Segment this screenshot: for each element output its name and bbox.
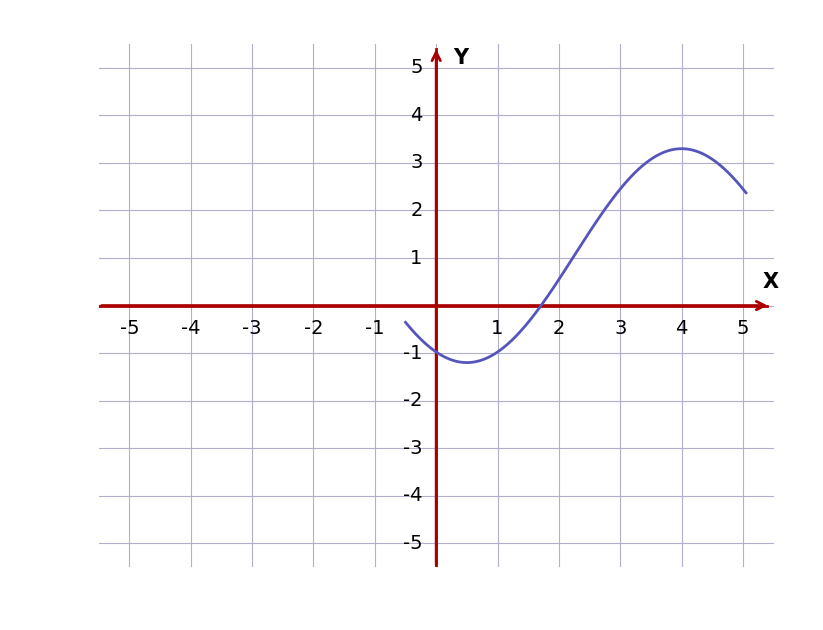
Text: 3: 3	[411, 154, 423, 173]
Text: -4: -4	[181, 319, 201, 338]
Text: 5: 5	[410, 59, 423, 77]
Text: 5: 5	[737, 319, 749, 338]
Text: 1: 1	[491, 319, 504, 338]
Text: -1: -1	[403, 343, 423, 363]
Text: -5: -5	[119, 319, 139, 338]
Text: X: X	[762, 272, 779, 292]
Text: 2: 2	[553, 319, 565, 338]
Text: -2: -2	[403, 391, 423, 410]
Text: -4: -4	[403, 486, 423, 505]
Text: 4: 4	[411, 106, 423, 125]
Text: 3: 3	[614, 319, 626, 338]
Text: Y: Y	[453, 48, 468, 68]
Text: -3: -3	[243, 319, 262, 338]
Text: 4: 4	[676, 319, 688, 338]
Text: -3: -3	[403, 438, 423, 457]
Text: -2: -2	[304, 319, 323, 338]
Text: -5: -5	[403, 534, 423, 553]
Text: 1: 1	[411, 248, 423, 268]
Text: 2: 2	[411, 201, 423, 220]
Text: -1: -1	[365, 319, 384, 338]
